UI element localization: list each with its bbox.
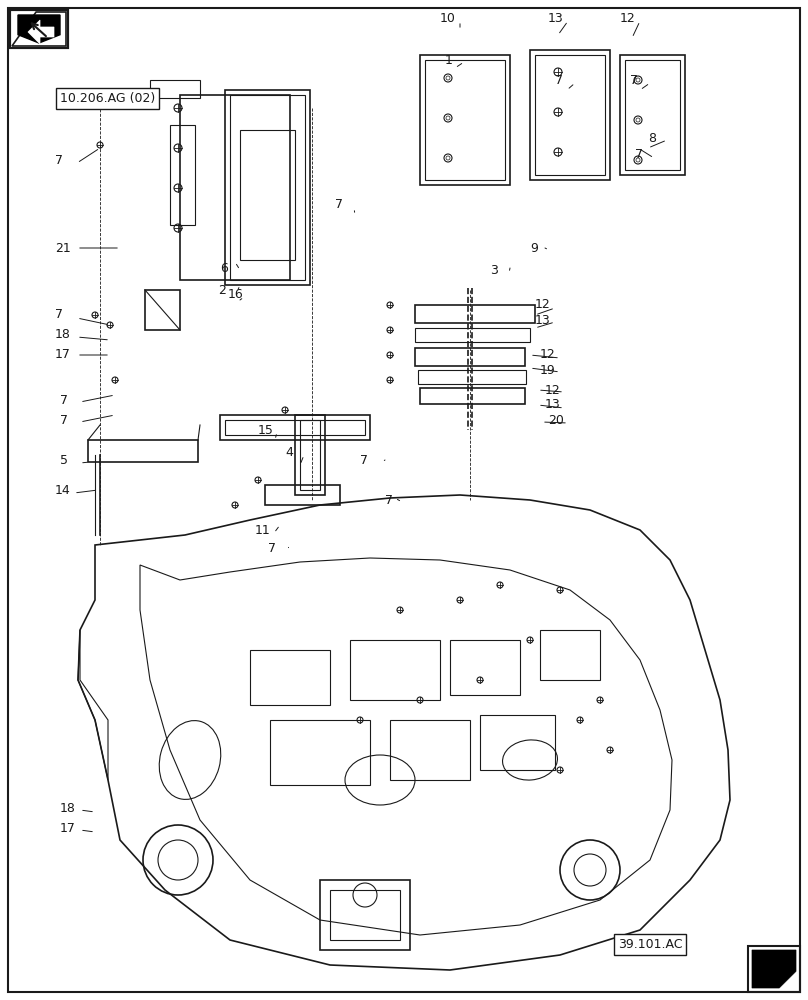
Text: 14: 14 xyxy=(55,484,71,496)
Text: 7: 7 xyxy=(360,454,368,466)
Text: 15: 15 xyxy=(258,424,274,436)
Bar xyxy=(230,95,305,280)
Bar xyxy=(350,640,440,700)
Bar xyxy=(320,880,410,950)
Text: 12: 12 xyxy=(545,383,561,396)
Text: 11: 11 xyxy=(255,524,271,536)
Text: 10: 10 xyxy=(440,11,456,24)
Bar xyxy=(330,890,400,940)
Text: 12: 12 xyxy=(535,298,551,312)
Bar xyxy=(480,715,555,770)
Text: 13: 13 xyxy=(548,11,564,24)
Text: 7: 7 xyxy=(268,542,276,554)
Text: 16: 16 xyxy=(228,288,244,302)
Bar xyxy=(535,55,605,175)
Bar xyxy=(220,415,370,440)
Text: 5: 5 xyxy=(60,454,68,466)
Bar xyxy=(625,60,680,170)
Text: 7: 7 xyxy=(385,493,393,506)
Bar xyxy=(265,485,340,505)
Bar xyxy=(748,946,800,992)
Text: 7: 7 xyxy=(60,393,68,406)
Bar xyxy=(270,720,370,785)
Text: 2: 2 xyxy=(218,284,226,296)
Text: 13: 13 xyxy=(545,398,561,412)
Text: 17: 17 xyxy=(60,822,76,834)
Text: 6: 6 xyxy=(220,261,228,274)
Text: 7: 7 xyxy=(60,414,68,426)
Bar xyxy=(415,348,525,366)
Text: 7: 7 xyxy=(55,153,63,166)
Polygon shape xyxy=(752,950,796,988)
Bar xyxy=(170,125,195,225)
Bar xyxy=(150,80,200,98)
Bar xyxy=(540,630,600,680)
Bar xyxy=(240,130,295,260)
Bar xyxy=(180,95,290,280)
Polygon shape xyxy=(28,20,54,44)
Polygon shape xyxy=(18,15,60,43)
Text: 7: 7 xyxy=(55,308,63,322)
Bar xyxy=(225,90,310,285)
Bar xyxy=(10,10,68,48)
Bar xyxy=(530,50,610,180)
Text: 12: 12 xyxy=(540,349,556,361)
Bar xyxy=(420,388,525,404)
Text: 7: 7 xyxy=(335,198,343,212)
Text: 10.206.AG (02): 10.206.AG (02) xyxy=(60,92,155,105)
Text: 9: 9 xyxy=(530,241,538,254)
Bar xyxy=(418,370,526,384)
Bar xyxy=(425,60,505,180)
Text: 18: 18 xyxy=(60,802,76,814)
Text: 12: 12 xyxy=(620,11,636,24)
Text: 7: 7 xyxy=(635,148,643,161)
Text: 3: 3 xyxy=(490,263,498,276)
Text: 18: 18 xyxy=(55,328,71,342)
Text: 21: 21 xyxy=(55,241,71,254)
Bar xyxy=(390,720,470,780)
Bar xyxy=(295,415,325,495)
Bar xyxy=(415,305,535,323)
Bar xyxy=(225,420,365,435)
Text: 17: 17 xyxy=(55,349,71,361)
Text: 1: 1 xyxy=(445,53,452,66)
Text: 19: 19 xyxy=(540,363,556,376)
Text: 20: 20 xyxy=(548,414,564,426)
Bar xyxy=(250,650,330,705)
Bar xyxy=(300,420,320,490)
Bar xyxy=(420,55,510,185)
Text: 7: 7 xyxy=(630,74,638,87)
Text: 8: 8 xyxy=(648,131,656,144)
Text: 39.101.AC: 39.101.AC xyxy=(618,938,683,951)
Text: 13: 13 xyxy=(535,314,551,326)
Bar xyxy=(450,640,520,695)
Text: 7: 7 xyxy=(555,74,563,87)
Text: 4: 4 xyxy=(285,446,292,460)
Bar xyxy=(10,10,68,48)
Bar xyxy=(88,440,198,462)
Bar xyxy=(620,55,685,175)
Bar xyxy=(145,290,180,330)
Bar xyxy=(415,328,530,342)
